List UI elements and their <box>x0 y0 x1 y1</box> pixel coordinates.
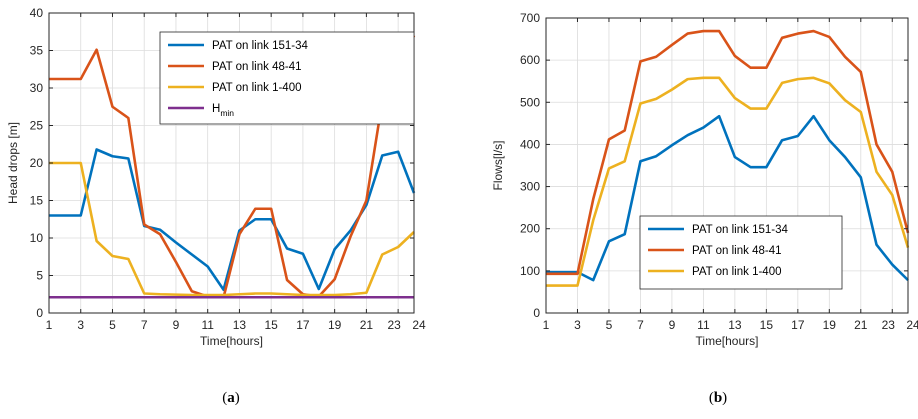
y-tick-label: 5 <box>36 269 43 283</box>
y-tick-label: 20 <box>30 156 44 170</box>
legend-entry-4: Hmin <box>212 103 234 118</box>
x-tick-label: 1 <box>46 318 53 332</box>
x-tick-label: 7 <box>637 318 644 332</box>
chart-panel-a: 1 3 5 7 9 11 13 15 17 19 21 23 240510152025303540Tim… <box>6 6 426 406</box>
axes-box <box>545 17 909 314</box>
series-line-3 <box>49 161 415 297</box>
x-tick-label: 3 <box>77 318 84 332</box>
x-tick-label: 21 <box>360 318 374 332</box>
x-tick-label: 3 <box>574 318 581 332</box>
series-line-3 <box>546 76 910 287</box>
y-tick-label: 10 <box>30 231 44 245</box>
x-tick-label: 15 <box>760 318 774 332</box>
x-tick-label: 23 <box>387 318 401 332</box>
x-tick-label: 21 <box>854 318 868 332</box>
y-tick-label: 15 <box>30 194 44 208</box>
x-tick-label: 24 <box>412 318 426 332</box>
y-axis-label: Head drops [m] <box>6 122 20 204</box>
x-tick-label: 13 <box>233 318 247 332</box>
chart-panel-b: 1 3 5 7 9 11 13 15 17 19 21 23 240100200300400500600… <box>491 11 918 406</box>
x-tick-label: 19 <box>823 318 837 332</box>
caption-part: ) <box>722 390 727 406</box>
y-tick-label: 700 <box>520 11 540 25</box>
legend-entry-main: H <box>212 103 220 115</box>
y-tick-label: 400 <box>520 137 540 151</box>
x-tick-label: 15 <box>264 318 278 332</box>
x-axis-label: Time[hours] <box>696 334 759 348</box>
x-tick-label: 11 <box>201 318 214 332</box>
y-tick-label: 200 <box>520 222 540 236</box>
x-tick-label: 24 <box>906 318 918 332</box>
x-tick-label: 19 <box>328 318 342 332</box>
x-tick-label: 5 <box>109 318 116 332</box>
x-tick-label: 1 <box>543 318 550 332</box>
x-tick-label: 11 <box>697 318 710 332</box>
caption-part: ) <box>235 390 240 406</box>
x-tick-label: 7 <box>141 318 148 332</box>
y-axis-label: Flows[l/s] <box>491 140 505 190</box>
y-tick-label: 30 <box>30 81 44 95</box>
y-tick-label: 0 <box>36 306 43 320</box>
caption-part: a <box>227 390 235 406</box>
caption-part: ( <box>222 390 227 406</box>
legend-entry-sub: min <box>220 108 234 118</box>
y-tick-label: 500 <box>520 95 540 109</box>
y-tick-label: 600 <box>520 53 540 67</box>
y-tick-label: 0 <box>533 306 540 320</box>
series-line-2 <box>546 29 910 276</box>
y-tick-label: 100 <box>520 264 540 278</box>
caption-part: ( <box>709 390 714 406</box>
y-tick-label: 40 <box>30 6 44 20</box>
series-line-1 <box>49 148 416 292</box>
y-tick-label: 300 <box>520 180 540 194</box>
legend-entry-1: PAT on link 151-34 <box>212 40 308 52</box>
x-tick-label: 17 <box>296 318 310 332</box>
caption-part: b <box>714 390 722 406</box>
legend-entry-2: PAT on link 48-41 <box>692 245 782 257</box>
panel-caption: (b) <box>709 390 727 406</box>
y-tick-label: 25 <box>30 119 44 133</box>
series-line-2 <box>49 34 416 299</box>
legend-entry-3: PAT on link 1-400 <box>692 266 782 278</box>
x-tick-label: 9 <box>173 318 180 332</box>
legend-entry-3: PAT on link 1-400 <box>212 82 302 94</box>
x-tick-label: 23 <box>882 318 896 332</box>
y-tick-label: 35 <box>30 44 44 58</box>
x-tick-label: 17 <box>791 318 805 332</box>
x-tick-label: 5 <box>606 318 613 332</box>
legend-entry-2: PAT on link 48-41 <box>212 61 302 73</box>
x-tick-label: 9 <box>669 318 676 332</box>
panel-caption: (a) <box>222 390 240 406</box>
legend-entry-1: PAT on link 151-34 <box>692 224 788 236</box>
x-tick-label: 13 <box>728 318 742 332</box>
x-axis-label: Time[hours] <box>200 334 263 348</box>
series-line-1 <box>546 114 909 282</box>
